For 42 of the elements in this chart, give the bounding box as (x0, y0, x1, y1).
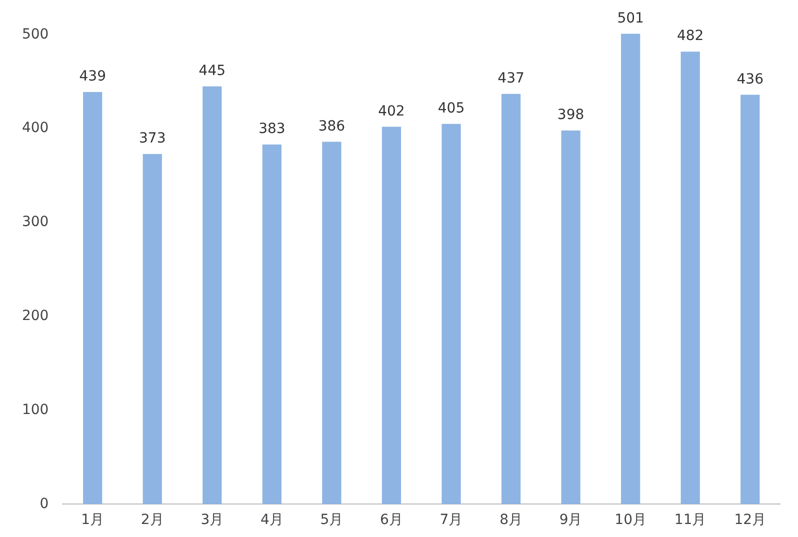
data-label: 402 (378, 103, 405, 120)
data-label: 439 (79, 68, 106, 85)
bar (262, 144, 282, 504)
y-tick-label: 200 (22, 308, 49, 324)
bar (621, 34, 640, 504)
x-tick-label: 6月 (380, 512, 403, 528)
x-tick-label: 7月 (440, 512, 463, 528)
data-label: 383 (258, 121, 286, 138)
bar (561, 130, 580, 504)
data-label: 373 (139, 130, 166, 147)
data-label: 445 (198, 62, 226, 79)
x-tick-label: 8月 (500, 512, 522, 528)
data-label: 437 (498, 70, 524, 86)
x-tick-label: 5月 (320, 512, 344, 528)
data-label: 386 (318, 118, 346, 134)
y-tick-label: 300 (22, 214, 49, 230)
x-tick-label: 11月 (674, 512, 706, 528)
bar (202, 86, 222, 504)
x-tick-label: 1月 (81, 512, 104, 528)
bar (680, 52, 700, 504)
x-tick-label: 10月 (614, 512, 646, 528)
data-label: 436 (736, 71, 764, 88)
bar (83, 92, 102, 504)
y-tick-label: 100 (22, 402, 49, 418)
y-tick-label: 400 (22, 120, 49, 136)
data-label: 482 (676, 28, 704, 44)
x-tick-label: 12月 (734, 512, 766, 528)
bar (382, 126, 402, 504)
x-tick-label: 2月 (140, 512, 164, 528)
y-tick-label: 500 (22, 26, 49, 42)
x-tick-label: 3月 (200, 512, 224, 528)
data-label: 398 (557, 107, 584, 124)
x-tick-label: 4月 (260, 512, 284, 528)
bar (442, 124, 461, 504)
bar (142, 154, 162, 504)
data-label: 405 (438, 100, 465, 117)
bar (740, 94, 760, 504)
x-tick-label: 9月 (559, 512, 582, 528)
bar (322, 142, 342, 504)
y-tick-label: 0 (40, 496, 49, 512)
bar (501, 94, 521, 504)
data-label: 501 (617, 10, 644, 26)
